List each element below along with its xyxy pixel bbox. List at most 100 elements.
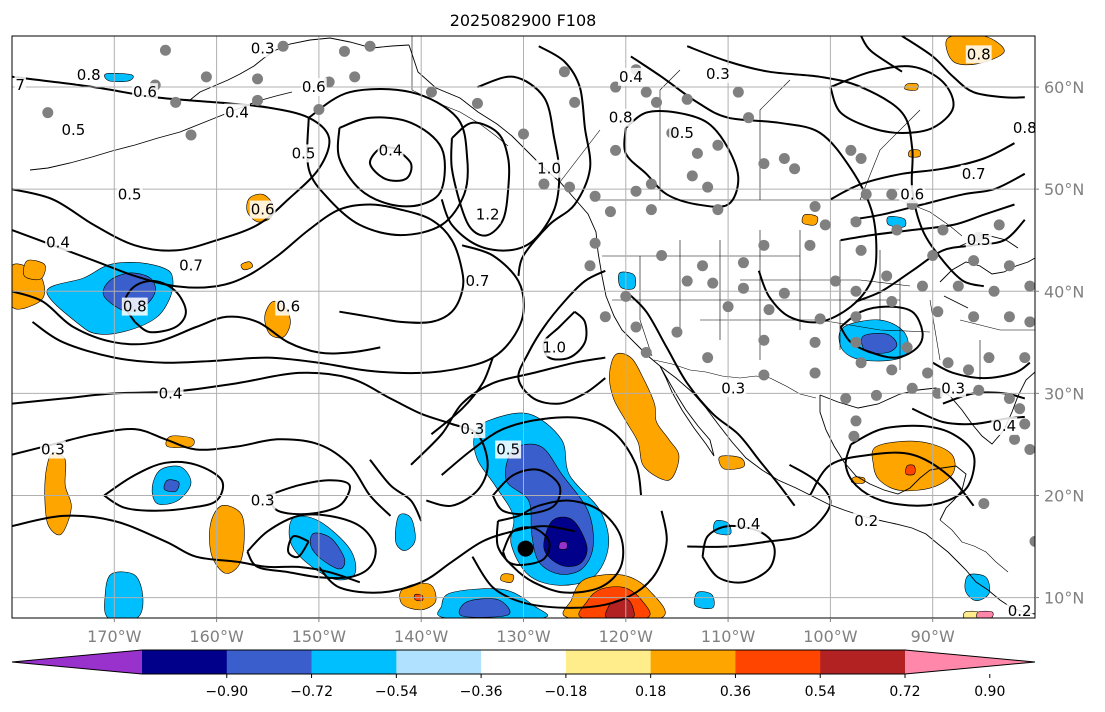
colorbar: −0.90 −0.72 −0.54 −0.36 −0.18 0.18 0.36 0.54 0.7… bbox=[11, 649, 1036, 700]
contour-line bbox=[495, 499, 625, 594]
colorbar-segment bbox=[735, 650, 821, 674]
colorbar-segment bbox=[396, 650, 482, 674]
longitude-ticks: 170°W 160°W 150°W 140°W 130°W 120°W 110°W 100°W… bbox=[87, 618, 955, 646]
station-dot bbox=[1009, 433, 1021, 445]
contour-label-background bbox=[991, 417, 1018, 436]
contour-label: 0.5 bbox=[292, 144, 316, 162]
contour-label-background bbox=[116, 185, 143, 204]
contour-label-background bbox=[377, 141, 404, 160]
contour-label: 0.5 bbox=[967, 231, 991, 249]
station-dot bbox=[170, 96, 182, 108]
shaded-region bbox=[104, 571, 144, 618]
contour-line bbox=[12, 371, 489, 507]
station-dot bbox=[1003, 260, 1015, 272]
lat-tick-label: 40°N bbox=[1044, 282, 1084, 301]
contour-label: 0.6 bbox=[133, 83, 157, 101]
us-mexico-border bbox=[653, 359, 817, 399]
contour-line bbox=[12, 427, 392, 517]
station-dot bbox=[1024, 316, 1035, 328]
station-dot bbox=[558, 66, 570, 78]
station-dot bbox=[758, 158, 770, 170]
station-dot bbox=[819, 219, 831, 231]
colorbar-outline bbox=[11, 649, 1036, 675]
station-dot bbox=[569, 96, 581, 108]
colorbar-tick-label: 0.54 bbox=[805, 684, 836, 700]
station-dot bbox=[886, 188, 898, 200]
cyclone-position-marker bbox=[517, 540, 534, 557]
station-dot bbox=[1003, 392, 1015, 404]
contour-line bbox=[12, 290, 381, 355]
contour-line bbox=[623, 109, 740, 208]
lon-tick-label: 120°W bbox=[599, 627, 654, 646]
shaded-region bbox=[609, 352, 680, 481]
station-dot bbox=[604, 206, 616, 218]
station-dot bbox=[916, 280, 928, 292]
shaded-region bbox=[976, 610, 994, 618]
contour-line bbox=[686, 45, 985, 288]
contour-label: 0.3 bbox=[941, 379, 965, 397]
contour-label-background bbox=[960, 164, 987, 183]
shaded-region bbox=[801, 214, 819, 226]
station-dot bbox=[252, 73, 264, 85]
station-dot bbox=[809, 336, 821, 348]
contour-line bbox=[625, 290, 796, 507]
station-dot bbox=[630, 185, 642, 197]
shaded-region bbox=[908, 149, 921, 158]
lat-tick-label: 50°N bbox=[1044, 180, 1084, 199]
shaded-region bbox=[618, 271, 637, 290]
contour-label-background bbox=[1006, 601, 1033, 618]
station-dot bbox=[252, 94, 264, 106]
shaded-region bbox=[905, 464, 916, 476]
contour-label: 0.3 bbox=[251, 492, 275, 510]
baja-coastline bbox=[659, 365, 715, 457]
shaded-region bbox=[458, 598, 511, 618]
station-dot bbox=[200, 71, 212, 83]
contour-label-background bbox=[224, 103, 250, 122]
station-dot bbox=[778, 153, 790, 165]
contour-label: 0.2 bbox=[1008, 602, 1032, 620]
contour-line bbox=[12, 203, 465, 324]
contour-line bbox=[829, 142, 1015, 201]
colorbar-tick-label: −0.90 bbox=[205, 684, 248, 700]
station-dot bbox=[620, 290, 632, 302]
station-dot bbox=[610, 144, 622, 156]
station-dot bbox=[277, 40, 289, 52]
station-dot bbox=[988, 285, 1000, 297]
station-dot bbox=[758, 239, 770, 251]
contour-label-background bbox=[495, 440, 522, 459]
shaded-region bbox=[44, 452, 72, 536]
station-dot bbox=[349, 71, 361, 83]
contour-label: 0.4 bbox=[737, 515, 761, 533]
station-dot bbox=[901, 341, 913, 353]
station-dot bbox=[185, 129, 197, 141]
station-dot bbox=[640, 86, 652, 98]
contour-label: 0.3 bbox=[721, 379, 745, 397]
contour-line bbox=[687, 463, 832, 548]
contour-label: 0.4 bbox=[992, 417, 1016, 435]
shaded-region bbox=[500, 573, 515, 583]
contour-line bbox=[103, 460, 225, 512]
station-dot bbox=[952, 280, 964, 292]
station-dot bbox=[1003, 311, 1015, 323]
station-dot bbox=[932, 306, 944, 318]
contour-line bbox=[441, 416, 643, 496]
contour-label-background bbox=[541, 338, 568, 357]
station-dot bbox=[425, 86, 437, 98]
contour-line bbox=[844, 424, 976, 507]
contour-label-background bbox=[121, 297, 148, 316]
contour-label: 0.7 bbox=[962, 165, 986, 183]
contour-line bbox=[450, 121, 511, 237]
station-dot bbox=[1019, 352, 1031, 364]
station-dot bbox=[942, 357, 954, 369]
station-dot bbox=[763, 304, 775, 316]
station-dot bbox=[968, 255, 980, 267]
contour-label-background bbox=[275, 297, 302, 316]
map-title: 2025082900 F108 bbox=[450, 11, 597, 30]
station-dot bbox=[886, 364, 898, 376]
contour-label: 0.3 bbox=[41, 441, 65, 459]
station-dot bbox=[1024, 280, 1035, 292]
contour-label: 0.2 bbox=[854, 512, 878, 530]
contour-label: 0.8 bbox=[77, 66, 101, 84]
contour-label: 1.0 bbox=[537, 160, 561, 178]
